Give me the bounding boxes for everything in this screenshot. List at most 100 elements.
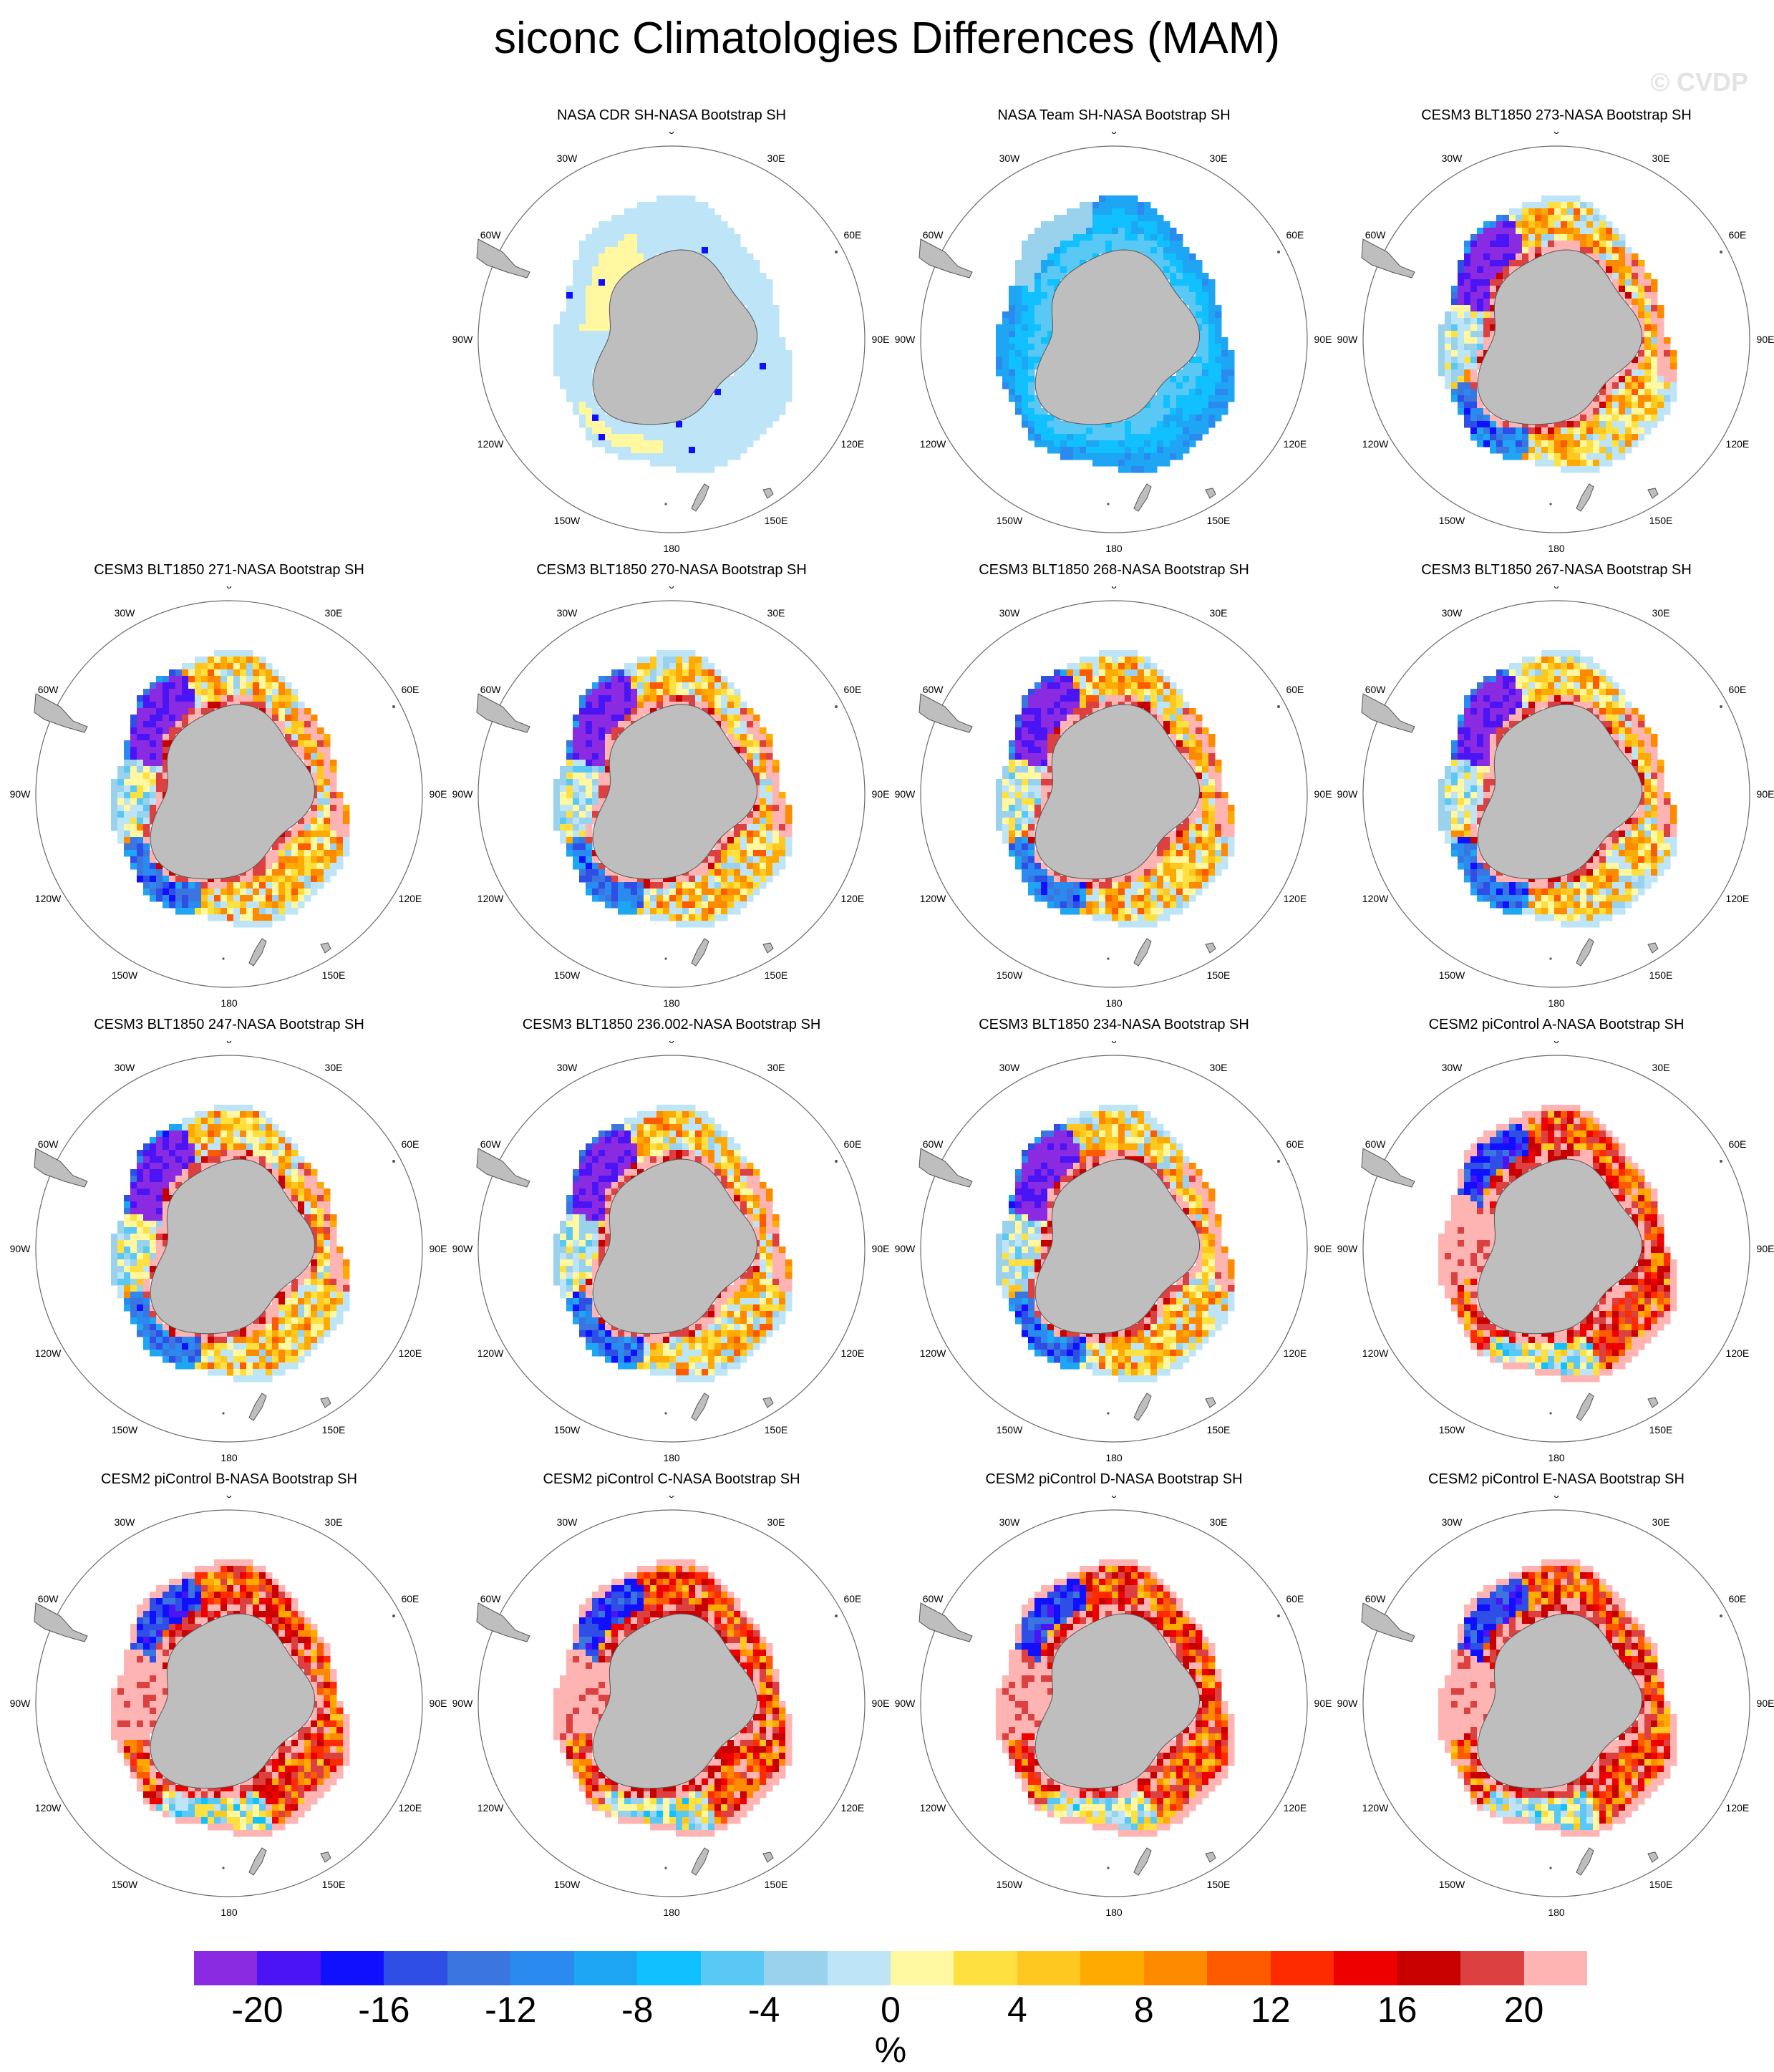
antarctica-landmass bbox=[1034, 704, 1201, 880]
island-marker bbox=[835, 1614, 838, 1617]
longitude-label: 60E bbox=[1728, 684, 1746, 695]
new-zealand-landmass bbox=[691, 483, 709, 512]
antarctica-landmass bbox=[1034, 1613, 1201, 1789]
longitude-label: 30E bbox=[325, 1062, 343, 1073]
polar-stereographic-map: 0 30E 60E 90E 120E 150E 180 150W 120W 90W 60W 30W bbox=[1337, 132, 1774, 554]
longitude-label: 120E bbox=[399, 1802, 422, 1814]
tasmania-landmass bbox=[1205, 1851, 1216, 1863]
polar-stereographic-map: 0 30E 60E 90E 120E 150E 180 150W 120W 90W 60W 30W bbox=[452, 1496, 890, 1918]
longitude-label: 30E bbox=[1652, 1516, 1670, 1528]
panel-title: CESM2 piControl B-NASA Bootstrap SH bbox=[101, 1471, 357, 1487]
colorbar-swatch bbox=[700, 1951, 765, 1985]
island-marker bbox=[222, 1412, 225, 1415]
polar-stereographic-map: 0 30E 60E 90E 120E 150E 180 150W 120W 90W 60W 30W bbox=[895, 132, 1332, 554]
sea-ice-field bbox=[996, 195, 1235, 473]
tasmania-landmass bbox=[1205, 942, 1216, 954]
longitude-label: 150W bbox=[554, 1424, 581, 1436]
tasmania-landmass bbox=[320, 1851, 331, 1863]
island-marker bbox=[1720, 705, 1722, 708]
longitude-label: 30E bbox=[1652, 153, 1670, 164]
longitude-label: 180 bbox=[1548, 997, 1565, 1009]
longitude-label: 0 bbox=[1111, 1496, 1117, 1500]
longitude-label: 90W bbox=[895, 788, 916, 800]
longitude-label: 0 bbox=[226, 1041, 232, 1045]
tasmania-landmass bbox=[1205, 488, 1216, 499]
tasmania-landmass bbox=[320, 1397, 331, 1408]
longitude-label: 180 bbox=[1548, 543, 1565, 554]
antarctica-landmass bbox=[150, 704, 316, 880]
south-america-landmass bbox=[918, 693, 973, 733]
longitude-label: 30E bbox=[1210, 1516, 1228, 1528]
island-marker bbox=[835, 705, 838, 708]
longitude-label: 120E bbox=[841, 1802, 865, 1814]
longitude-label: 90W bbox=[452, 334, 474, 345]
longitude-label: 30W bbox=[1442, 1062, 1463, 1073]
tasmania-landmass bbox=[762, 488, 774, 499]
longitude-label: 90W bbox=[895, 334, 916, 345]
south-america-landmass bbox=[918, 1602, 973, 1642]
longitude-label: 90W bbox=[1337, 1243, 1359, 1254]
longitude-label: 120W bbox=[35, 1802, 62, 1814]
longitude-label: 150W bbox=[997, 515, 1023, 526]
panel-title: CESM3 BLT1850 271-NASA Bootstrap SH bbox=[94, 562, 364, 578]
longitude-label: 90E bbox=[872, 788, 890, 800]
longitude-label: 120E bbox=[1726, 893, 1750, 904]
longitude-label: 150W bbox=[1439, 969, 1465, 981]
longitude-label: 30W bbox=[557, 1516, 578, 1528]
island-marker bbox=[1107, 1867, 1110, 1869]
longitude-label: 0 bbox=[1554, 586, 1559, 591]
longitude-label: 90E bbox=[1314, 334, 1332, 345]
new-zealand-landmass bbox=[1576, 483, 1594, 512]
island-marker bbox=[1549, 957, 1552, 960]
longitude-label: 120W bbox=[1362, 438, 1389, 450]
longitude-label: 150E bbox=[1207, 969, 1231, 981]
island-marker bbox=[1107, 503, 1110, 505]
longitude-label: 90E bbox=[430, 1698, 447, 1709]
south-america-landmass bbox=[918, 1148, 973, 1188]
colorbar-swatch bbox=[1460, 1951, 1524, 1985]
island-marker bbox=[1720, 251, 1722, 253]
longitude-label: 90E bbox=[1757, 1698, 1774, 1709]
longitude-label: 120E bbox=[1726, 438, 1750, 450]
colorbar-swatch bbox=[1207, 1951, 1271, 1985]
colorbar-swatch bbox=[1143, 1951, 1208, 1985]
new-zealand-landmass bbox=[691, 1393, 709, 1421]
longitude-label: 180 bbox=[1105, 1452, 1123, 1463]
figure-title: siconc Climatologies Differences (MAM) bbox=[494, 14, 1280, 63]
longitude-label: 60W bbox=[1365, 684, 1387, 695]
watermark: © CVDP bbox=[1650, 67, 1748, 97]
longitude-label: 150W bbox=[554, 515, 581, 526]
longitude-label: 120E bbox=[399, 1347, 422, 1359]
longitude-label: 60E bbox=[1286, 229, 1304, 241]
longitude-label: 0 bbox=[669, 586, 674, 591]
longitude-label: 30W bbox=[999, 1516, 1021, 1528]
antarctica-landmass bbox=[1034, 1158, 1201, 1335]
longitude-label: 90W bbox=[895, 1698, 916, 1709]
map-panel: NASA CDR SH-NASA Bootstrap SH 0 30E 60E 90E 1… bbox=[450, 107, 893, 558]
antarctica-landmass bbox=[150, 1613, 316, 1789]
longitude-label: 60W bbox=[923, 1138, 944, 1150]
antarctica-landmass bbox=[1477, 704, 1643, 880]
island-marker bbox=[1277, 251, 1280, 253]
colorbar bbox=[194, 1951, 1587, 1985]
longitude-label: 120E bbox=[1284, 893, 1307, 904]
longitude-label: 180 bbox=[1105, 543, 1123, 554]
longitude-label: 120W bbox=[920, 1347, 946, 1359]
longitude-label: 60W bbox=[923, 229, 944, 241]
panel-title: CESM2 piControl C-NASA Bootstrap SH bbox=[543, 1471, 800, 1487]
longitude-label: 0 bbox=[1111, 132, 1117, 136]
colorbar-swatch bbox=[1397, 1951, 1461, 1985]
colorbar-tick-label: 8 bbox=[1133, 1990, 1154, 2030]
island-marker bbox=[222, 957, 225, 960]
island-marker bbox=[1549, 503, 1552, 505]
antarctica-landmass bbox=[1034, 249, 1201, 425]
longitude-label: 180 bbox=[220, 997, 238, 1009]
longitude-label: 60E bbox=[401, 1138, 419, 1150]
longitude-label: 120E bbox=[1726, 1802, 1750, 1814]
new-zealand-landmass bbox=[1133, 1393, 1152, 1421]
panel-title: CESM3 BLT1850 270-NASA Bootstrap SH bbox=[536, 562, 807, 578]
polar-stereographic-map: 0 30E 60E 90E 120E 150E 180 150W 120W 90W 60W 30W bbox=[452, 586, 890, 1009]
longitude-label: 90E bbox=[872, 334, 890, 345]
south-america-landmass bbox=[34, 693, 88, 733]
map-panel: CESM3 BLT1850 268-NASA Bootstrap SH 0 30E 6… bbox=[892, 562, 1336, 1013]
